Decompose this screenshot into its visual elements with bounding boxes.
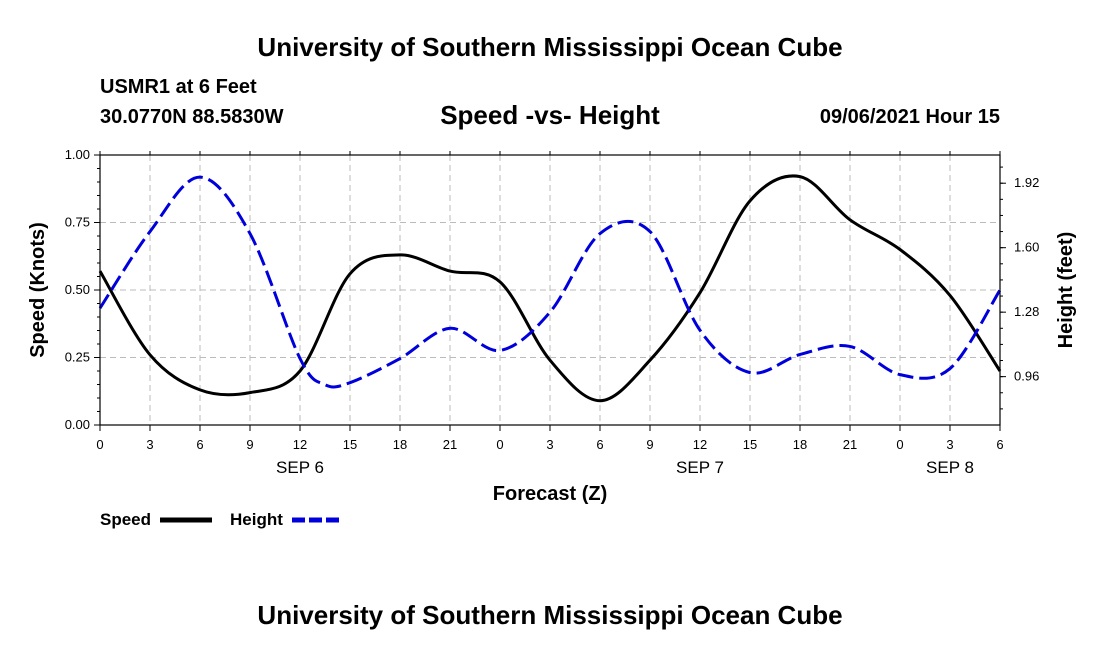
y2-tick-label: 1.92 (1014, 175, 1039, 190)
y2-tick-label: 1.28 (1014, 304, 1039, 319)
series-line-height (98, 175, 1002, 389)
x-tick-label: 0 (96, 437, 103, 452)
speed-height-chart: 0 3 6 9 12 15 18 21 0 3 6 9 12 15 18 21 0 3 6 SEP 6 SEP 7 SEP… (27, 147, 1077, 529)
x-tick-label: 12 (293, 437, 307, 452)
y-tick-label: 0.75 (65, 215, 90, 230)
y-tick-label: 0.25 (65, 350, 90, 365)
forecast-datetime: 09/06/2021 Hour 15 (819, 106, 1000, 128)
date-label: SEP 8 (926, 458, 974, 477)
axis-labels: 0 3 6 9 12 15 18 21 0 3 6 9 12 15 18 21 0 3 6 SEP 6 SEP 7 SEP… (65, 147, 1040, 477)
y2-tick-label: 1.60 (1014, 240, 1039, 255)
y2-axis-title: Height (feet) (1055, 232, 1077, 349)
x-tick-label: 21 (843, 437, 857, 452)
legend-speed-label: Speed (100, 510, 151, 529)
footer-title: University of Southern Mississippi Ocean… (257, 600, 843, 630)
grid-lines (100, 155, 1000, 425)
x-tick-label: 6 (196, 437, 203, 452)
x-tick-label: 3 (946, 437, 953, 452)
series-lines (98, 174, 1002, 403)
x-tick-label: 18 (793, 437, 807, 452)
x-axis-title: Forecast (Z) (493, 483, 607, 505)
x-tick-label: 9 (646, 437, 653, 452)
legend: Speed Height (100, 510, 342, 529)
x-tick-label: 3 (546, 437, 553, 452)
y-tick-label: 0.50 (65, 282, 90, 297)
y-tick-label: 1.00 (65, 147, 90, 162)
x-tick-label: 21 (443, 437, 457, 452)
x-tick-label: 12 (693, 437, 707, 452)
x-tick-label: 6 (996, 437, 1003, 452)
series-line-speed (98, 174, 1002, 403)
x-tick-label: 9 (246, 437, 253, 452)
axis-ticks (94, 151, 1006, 431)
station-coordinates: 30.0770N 88.5830W (100, 106, 284, 128)
page-title: University of Southern Mississippi Ocean… (257, 32, 843, 62)
x-tick-label: 15 (343, 437, 357, 452)
x-tick-label: 15 (743, 437, 757, 452)
legend-height-label: Height (230, 510, 283, 529)
x-tick-label: 3 (146, 437, 153, 452)
x-tick-label: 0 (496, 437, 503, 452)
y-tick-label: 0.00 (65, 417, 90, 432)
date-label: SEP 7 (676, 458, 724, 477)
x-tick-label: 6 (596, 437, 603, 452)
y2-tick-label: 0.96 (1014, 369, 1039, 384)
date-label: SEP 6 (276, 458, 324, 477)
y-axis-title: Speed (Knots) (27, 222, 49, 358)
x-tick-label: 18 (393, 437, 407, 452)
x-tick-label: 0 (896, 437, 903, 452)
chart-title: Speed -vs- Height (440, 100, 660, 130)
station-label: USMR1 at 6 Feet (100, 76, 257, 98)
